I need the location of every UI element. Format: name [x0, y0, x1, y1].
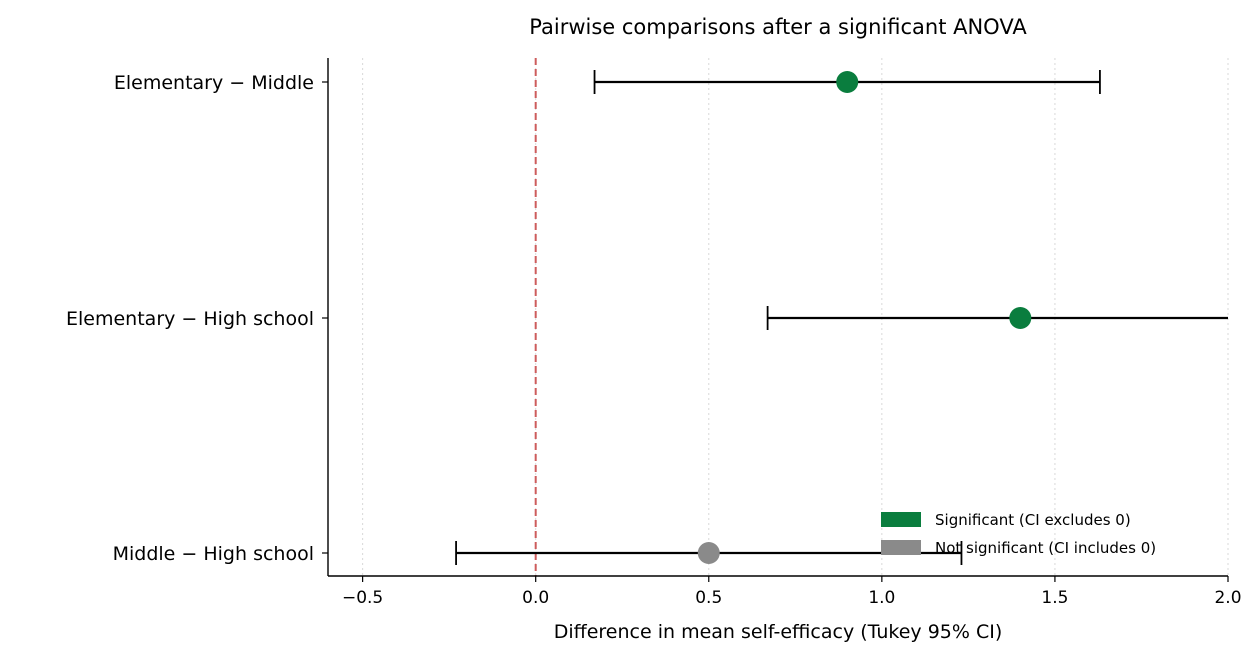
category-label: Middle − High school — [113, 543, 314, 565]
x-axis-ticks: −0.5 0.0 0.5 1.0 1.5 2.0 — [342, 576, 1242, 608]
x-tick-label: 0.5 — [695, 588, 722, 608]
category-label: Elementary − High school — [66, 308, 314, 330]
legend-swatch — [881, 512, 921, 527]
category-label: Elementary − Middle — [114, 72, 314, 94]
y-axis-categories: Elementary − Middle Elementary − High sch… — [66, 72, 328, 565]
x-tick-label: 1.0 — [868, 588, 895, 608]
estimate-point — [697, 542, 720, 564]
x-tick-label: 0.0 — [522, 588, 549, 608]
legend-swatch — [881, 540, 921, 555]
error-bars — [455, 70, 1228, 565]
estimate-point — [1009, 307, 1032, 329]
x-tick-label: 1.5 — [1041, 588, 1068, 608]
legend: Significant (CI excludes 0) Not significa… — [881, 511, 1156, 557]
x-tick-label: 2.0 — [1214, 588, 1241, 608]
x-axis-label: Difference in mean self-efficacy (Tukey … — [554, 621, 1003, 643]
estimate-point — [836, 71, 859, 93]
x-tick-label: −0.5 — [342, 588, 383, 608]
chart-title: Pairwise comparisons after a significant… — [529, 15, 1027, 39]
legend-label: Significant (CI excludes 0) — [935, 511, 1131, 529]
estimate-points — [697, 71, 1032, 564]
legend-label: Not significant (CI includes 0) — [935, 539, 1156, 557]
